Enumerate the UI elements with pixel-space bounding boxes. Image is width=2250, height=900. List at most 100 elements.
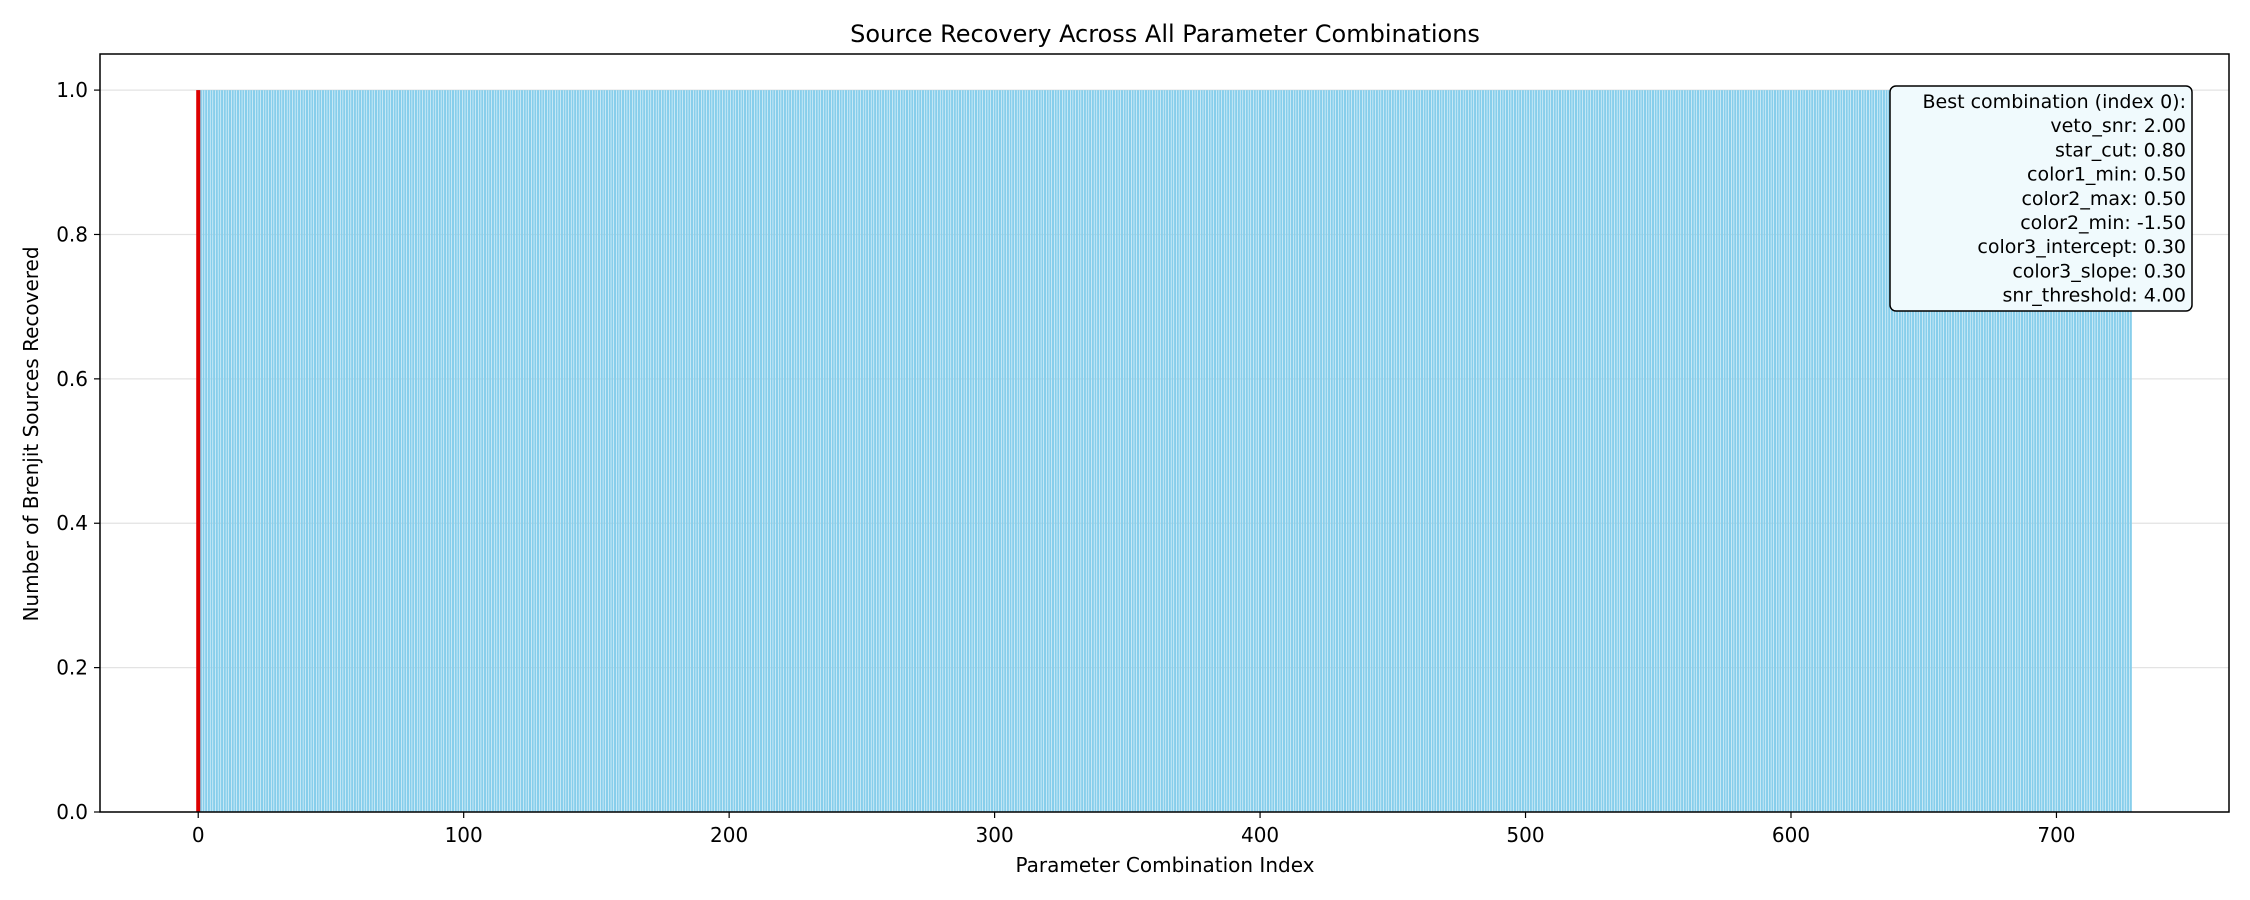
bar xyxy=(1020,90,1023,813)
bar xyxy=(1527,90,1530,813)
bar xyxy=(895,90,898,813)
bar xyxy=(834,90,837,813)
bar xyxy=(996,90,999,813)
bar xyxy=(775,90,778,813)
bar xyxy=(598,90,601,813)
bar xyxy=(1418,90,1421,813)
bar xyxy=(1293,90,1296,813)
bar xyxy=(2060,90,2063,813)
bar xyxy=(624,90,627,813)
bar xyxy=(1176,90,1179,813)
bar xyxy=(1261,90,1264,813)
bar xyxy=(1590,90,1593,813)
bar xyxy=(367,90,370,813)
bar xyxy=(619,90,622,813)
bar xyxy=(595,90,598,813)
bar xyxy=(1986,90,1989,813)
bar xyxy=(1147,90,1150,813)
bar xyxy=(287,90,290,813)
bar xyxy=(467,90,471,813)
bar xyxy=(1723,90,1726,813)
bar xyxy=(1989,90,1992,813)
bar xyxy=(502,90,505,813)
bar xyxy=(1691,90,1694,813)
bar xyxy=(2066,90,2069,813)
bar xyxy=(1312,90,1315,813)
bar xyxy=(1224,90,1227,813)
bar xyxy=(648,90,651,813)
bar xyxy=(2113,90,2116,813)
bar xyxy=(576,90,579,813)
bar xyxy=(746,90,749,813)
bars xyxy=(197,90,2132,813)
bar xyxy=(1362,90,1365,813)
bar xyxy=(1561,90,1564,813)
bar xyxy=(1789,90,1793,813)
bar xyxy=(279,90,282,813)
bar xyxy=(1827,90,1830,813)
bar xyxy=(1412,90,1416,813)
bar xyxy=(643,90,646,813)
bar xyxy=(507,90,510,813)
bar xyxy=(364,90,367,813)
bar xyxy=(733,90,736,813)
bar xyxy=(298,90,301,813)
bar xyxy=(1803,90,1806,813)
bar xyxy=(1627,90,1631,813)
bar xyxy=(414,90,417,813)
bar xyxy=(329,90,333,813)
bar xyxy=(1914,90,1917,813)
bar xyxy=(1089,90,1092,813)
bar xyxy=(1935,90,1939,813)
x-tick-label: 500 xyxy=(1506,823,1544,847)
bar xyxy=(1776,90,1779,813)
bar xyxy=(1455,90,1458,813)
bar xyxy=(2028,90,2031,813)
bar xyxy=(528,90,532,813)
bar xyxy=(1349,90,1352,813)
bar xyxy=(531,90,534,813)
bar xyxy=(2031,90,2034,813)
bar xyxy=(1726,90,1729,813)
bar xyxy=(1856,90,1859,813)
bar xyxy=(1792,90,1795,813)
bar xyxy=(1880,90,1883,813)
bar xyxy=(513,90,516,813)
bar xyxy=(1946,90,1949,813)
bar xyxy=(478,90,481,813)
bar xyxy=(974,90,978,813)
bar xyxy=(2034,90,2037,813)
bar xyxy=(489,90,492,813)
bar xyxy=(1458,90,1461,813)
bar xyxy=(884,90,887,813)
bar xyxy=(1492,90,1495,813)
bar xyxy=(1370,90,1373,813)
bar xyxy=(1835,90,1838,813)
y-axis-label: Number of Brenjit Sources Recovered xyxy=(19,246,43,621)
bar xyxy=(1943,90,1947,813)
bar xyxy=(900,90,903,813)
bar xyxy=(1012,90,1015,813)
bar xyxy=(1036,90,1039,813)
bar xyxy=(221,90,224,813)
bar xyxy=(2058,90,2061,813)
bar xyxy=(385,90,388,813)
bar xyxy=(1635,90,1639,813)
bar xyxy=(1280,90,1283,813)
bar xyxy=(1524,90,1527,813)
bar xyxy=(1128,90,1132,813)
bar xyxy=(1423,90,1426,813)
bar xyxy=(1216,90,1219,813)
bar xyxy=(1253,90,1256,813)
bar xyxy=(1697,90,1700,813)
bar xyxy=(1858,90,1862,813)
bar xyxy=(948,90,951,813)
bar xyxy=(1657,90,1660,813)
bar xyxy=(1882,90,1885,813)
bar xyxy=(1163,90,1166,813)
bar xyxy=(1898,90,1901,813)
x-tick-label: 100 xyxy=(445,823,483,847)
bar xyxy=(1272,90,1275,813)
bar xyxy=(1800,90,1803,813)
bar xyxy=(919,90,922,813)
